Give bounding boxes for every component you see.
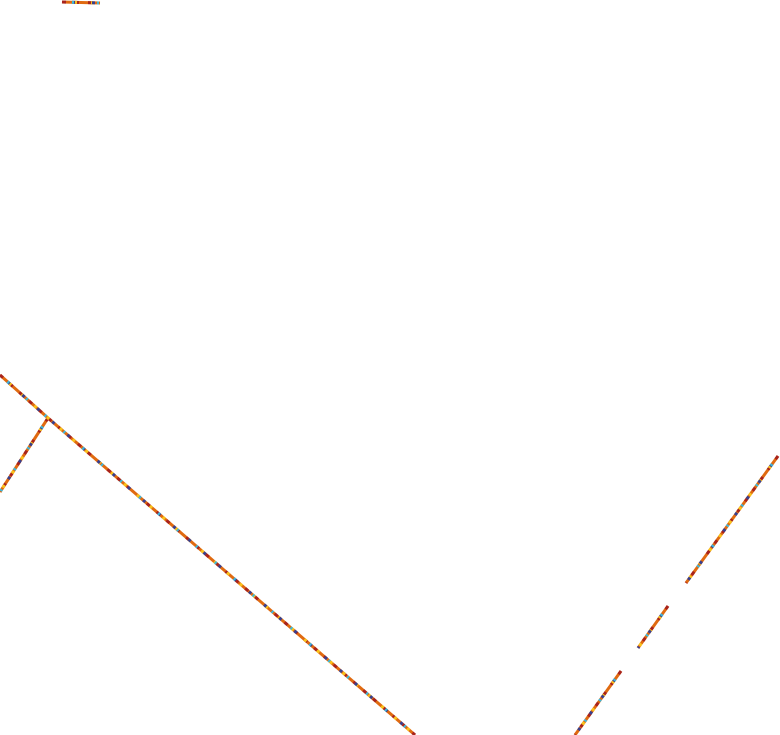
road-base <box>0 0 780 735</box>
road-lines <box>0 0 780 735</box>
road-stripe <box>0 0 780 735</box>
map <box>0 0 780 735</box>
road-stripe <box>0 0 780 735</box>
body <box>0 0 780 735</box>
page: Map lines {} html, body { margin: 0; pad… <box>0 0 780 735</box>
road-stripe <box>0 0 780 735</box>
road-stripe <box>0 0 780 735</box>
